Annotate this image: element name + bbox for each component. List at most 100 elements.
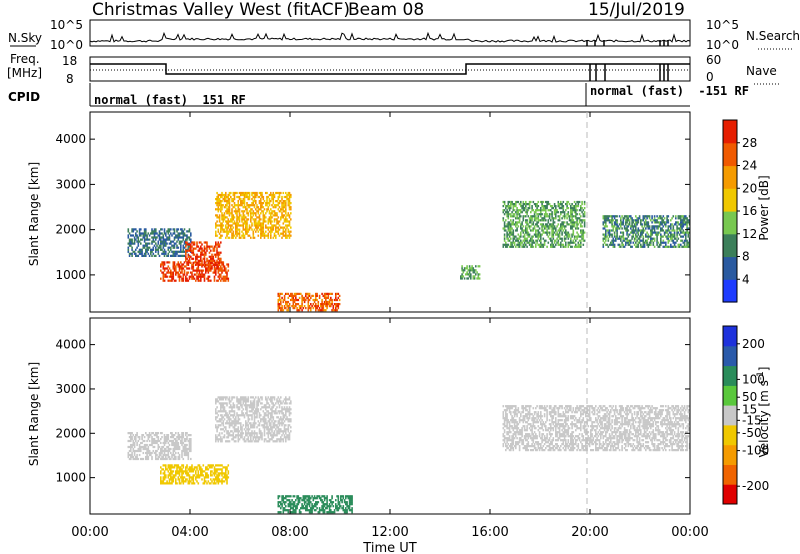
heatmap-cell [232,410,235,413]
heatmap-cell [186,230,188,233]
heatmap-cell [277,292,280,295]
heatmap-cell [193,247,196,250]
heatmap-cell [551,229,553,232]
heatmap-cell [203,257,206,260]
heatmap-cell [165,275,167,278]
heatmap-cell [257,220,260,223]
heatmap-cell [156,439,158,443]
heatmap-cell [236,414,238,417]
heatmap-cell [147,232,150,235]
heatmap-cell [568,217,571,220]
heatmap-cell [275,412,277,415]
heatmap-cell [236,234,238,237]
heatmap-cell [606,229,608,232]
heatmap-cell [175,236,177,239]
heatmap-cell [286,198,288,201]
heatmap-cell [582,231,585,234]
heatmap-cell [510,229,512,232]
heatmap-cell [252,214,255,217]
heatmap-cell [268,212,271,215]
heatmap-cell [253,436,256,439]
heatmap-cell [231,430,233,433]
heatmap-cell [295,292,297,295]
heatmap-cell [226,226,228,229]
heatmap-cell [146,457,148,461]
heatmap-cell [658,215,661,218]
heatmap-cell [277,396,280,399]
heatmap-cell [561,225,563,228]
heatmap-cell [146,242,148,245]
heatmap-cell [146,451,148,455]
heatmap-cell [172,275,175,278]
heatmap-cell [166,271,168,274]
heatmap-cell [128,436,131,439]
heatmap-cell [215,436,217,439]
heatmap-cell [257,206,260,209]
heatmap-cell [261,226,263,229]
heatmap-cell [270,208,272,211]
heatmap-cell [290,218,292,221]
heatmap-cell [198,263,201,266]
heatmap-cell [630,227,632,230]
heatmap-cell [242,193,245,197]
heatmap-cell [205,267,207,270]
heatmap-cell [222,218,225,221]
heatmap-cell [172,265,175,268]
heatmap-cell [521,211,523,214]
heatmap-cell [280,300,282,304]
heatmap-cell [623,227,626,230]
heatmap-cell [288,236,291,239]
heatmap-cell [260,198,262,201]
heatmap-cell [637,245,640,248]
heatmap-cell [510,231,512,234]
heatmap-cell [667,241,670,244]
heatmap-cell [558,237,561,240]
heatmap-cell [210,466,212,469]
heatmap-cell [605,219,607,222]
heatmap-cell [573,221,576,224]
heatmap-cell [532,223,535,226]
heatmap-cell [250,216,252,219]
heatmap-cell [551,231,553,234]
colorbar-swatch [723,279,737,303]
heatmap-cell [545,225,547,228]
heatmap-cell [686,239,688,242]
heatmap-cell [263,412,266,415]
heatmap-cell [306,296,308,299]
heatmap-cell [532,209,535,212]
heatmap-cell [196,267,198,270]
heatmap-cell [245,193,247,197]
heatmap-cell [572,229,575,232]
heatmap-cell [188,257,191,260]
heatmap-cell [148,242,151,245]
heatmap-cell [303,298,306,302]
heatmap-cell [257,398,260,401]
heatmap-cell [291,292,293,295]
heatmap-cell [463,267,466,270]
heatmap-cell [181,240,183,243]
heatmap-cell [257,436,260,439]
heatmap-cell [243,195,246,199]
heatmap-cell [127,246,130,249]
heatmap-cell [287,430,290,433]
heatmap-cell [220,200,222,203]
power-y-label: Slant Range [km] [27,162,41,266]
heatmap-cell [240,428,242,431]
heatmap-cell [245,426,247,429]
heatmap-cell [232,230,235,233]
heatmap-cell [556,231,558,234]
heatmap-cell [176,472,178,475]
heatmap-cell [657,227,660,230]
heatmap-cell [511,241,513,244]
heatmap-cell [525,203,527,206]
heatmap-cell [267,406,270,409]
heatmap-cell [207,259,210,262]
heatmap-cell [245,222,247,225]
heatmap-cell [206,267,208,270]
heatmap-cell [660,221,662,224]
heatmap-cell [217,474,220,477]
heatmap-cell [190,232,192,235]
heatmap-cell [177,273,180,276]
heatmap-cell [270,414,272,417]
heatmap-cell [532,221,535,224]
